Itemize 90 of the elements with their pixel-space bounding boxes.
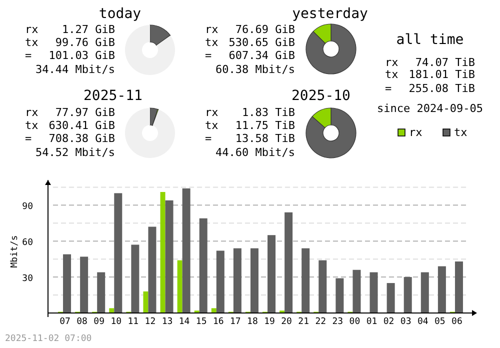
legend-label: rx xyxy=(409,126,423,139)
x-tick-label: 16 xyxy=(212,317,224,327)
text: = 13.58 TiB xyxy=(205,132,295,145)
donut-slice xyxy=(125,108,175,158)
bar xyxy=(216,250,224,313)
x-tick-label: 18 xyxy=(247,317,258,327)
x-tick-label: 02 xyxy=(383,317,394,327)
y-axis-title: Mbit/s xyxy=(10,235,20,268)
text: all time xyxy=(396,32,464,48)
donut-slice xyxy=(125,25,175,75)
bar xyxy=(318,260,327,313)
y-tick-label: 90 xyxy=(22,202,33,212)
y-tick-label: 30 xyxy=(22,274,33,284)
text: rx 76.69 GiB xyxy=(205,23,295,36)
y-tick-label: 60 xyxy=(22,238,33,248)
bar xyxy=(143,291,148,313)
bar xyxy=(80,256,88,313)
text: since 2024-09-05 xyxy=(377,102,483,115)
text: tx 630.41 GiB xyxy=(25,119,116,132)
text: rx 1.27 GiB xyxy=(25,23,115,36)
bar xyxy=(177,260,182,313)
x-tick-label: 04 xyxy=(417,317,428,327)
text: 44.60 Mbit/s xyxy=(216,146,295,159)
x-tick-label: 05 xyxy=(434,317,446,327)
x-tick-label: 00 xyxy=(349,317,360,327)
bar xyxy=(404,277,412,313)
chart-title: yesterday xyxy=(292,6,368,22)
x-tick-label: 12 xyxy=(144,317,156,327)
x-tick-label: 01 xyxy=(366,317,378,327)
bar xyxy=(233,248,242,313)
text: = 607.34 GiB xyxy=(205,49,295,62)
text: = 101.03 GiB xyxy=(25,49,115,62)
x-tick-label: 20 xyxy=(281,317,292,327)
chart-title: today xyxy=(98,6,142,22)
x-tick-label: 10 xyxy=(110,317,122,327)
text: rx 1.83 TiB xyxy=(205,106,295,119)
bar xyxy=(250,248,258,313)
bar xyxy=(160,192,166,313)
text: rx 77.97 GiB xyxy=(25,106,115,119)
x-tick-label: 11 xyxy=(128,317,139,327)
text: tx 99.76 GiB xyxy=(25,36,115,49)
donut-slice xyxy=(306,24,356,74)
bar xyxy=(199,218,208,313)
x-tick-label: 17 xyxy=(230,317,241,327)
bar xyxy=(302,248,310,313)
chart-title: 2025-10 xyxy=(291,88,351,104)
x-tick-label: 13 xyxy=(162,317,173,327)
text: = 708.38 GiB xyxy=(25,132,115,145)
text: tx 11.75 TiB xyxy=(205,119,295,132)
text: tx 530.65 GiB xyxy=(205,36,296,49)
bar xyxy=(386,283,395,313)
bar xyxy=(165,200,174,313)
bar xyxy=(420,272,429,313)
x-tick-label: 03 xyxy=(400,317,412,327)
x-tick-label: 06 xyxy=(452,317,462,327)
bar xyxy=(131,244,140,313)
bar xyxy=(97,272,106,313)
x-tick-label: 07 xyxy=(60,317,70,327)
x-tick-label: 09 xyxy=(94,317,105,327)
bar xyxy=(148,226,156,313)
chart-title: 2025-11 xyxy=(83,88,143,104)
x-tick-label: 19 xyxy=(264,317,275,327)
text: rx 74.07 TiB xyxy=(385,56,475,69)
bar xyxy=(284,212,293,313)
bar xyxy=(336,278,344,313)
bar xyxy=(352,270,361,313)
x-tick-label: 22 xyxy=(315,317,326,327)
bar xyxy=(109,308,114,313)
text: 2025-11-02 07:00 xyxy=(5,334,92,344)
text: = 255.08 TiB xyxy=(385,82,475,95)
bar xyxy=(370,272,378,313)
bar xyxy=(438,266,446,313)
x-tick-label: 15 xyxy=(196,317,207,327)
text: 54.52 Mbit/s xyxy=(36,146,115,159)
x-tick-label: 21 xyxy=(298,317,310,327)
bar xyxy=(268,235,276,313)
bar xyxy=(211,308,216,313)
x-tick-label: 14 xyxy=(178,317,190,327)
text: tx 181.01 TiB xyxy=(385,68,476,81)
donut-slice xyxy=(306,108,356,158)
text: 60.38 Mbit/s xyxy=(216,63,295,76)
text: 34.44 Mbit/s xyxy=(36,63,115,76)
bar xyxy=(114,193,122,313)
bar xyxy=(182,188,190,313)
donut-slice xyxy=(150,24,171,46)
bar xyxy=(454,261,463,313)
bar xyxy=(63,254,72,313)
x-tick-label: 23 xyxy=(332,317,344,327)
x-tick-label: 08 xyxy=(76,317,88,327)
legend-label: tx xyxy=(454,126,468,139)
